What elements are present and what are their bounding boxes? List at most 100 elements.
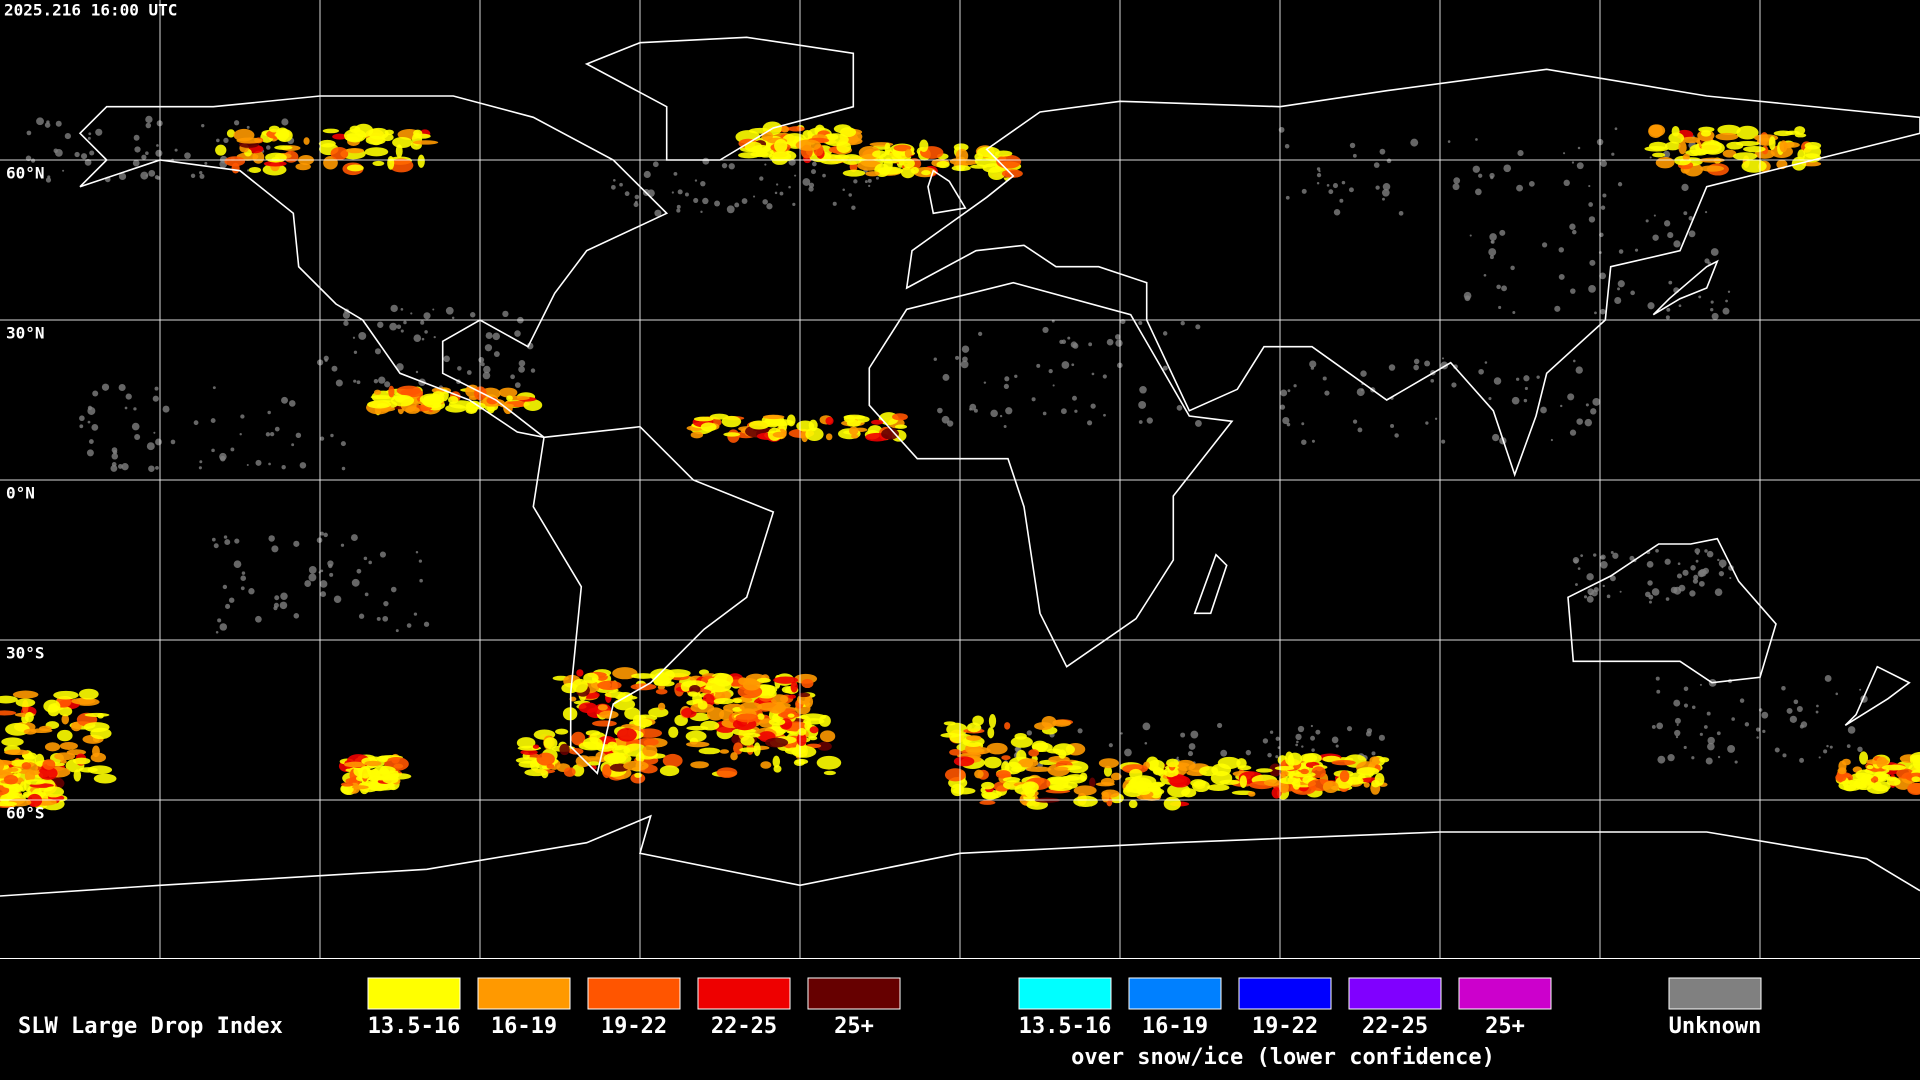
cloud-drop-index (1698, 126, 1715, 133)
coastline (1193, 553, 1228, 615)
cloud-unknown (125, 393, 132, 400)
cloud-unknown (268, 462, 271, 466)
cloud-unknown (1510, 265, 1515, 271)
cloud-drop-index (984, 756, 1002, 769)
cloud-drop-index (842, 169, 866, 177)
cloud-unknown (1498, 305, 1502, 309)
cloud-unknown (377, 321, 384, 328)
cloud-unknown (154, 386, 159, 391)
cloud-drop-index (757, 713, 765, 720)
cloud-unknown (1523, 398, 1528, 403)
cloud-drop-index (1736, 125, 1759, 140)
cloud-unknown (154, 175, 159, 180)
cloud-unknown (652, 161, 659, 168)
cloud-unknown (1031, 397, 1036, 402)
cloud-unknown (1280, 389, 1288, 397)
cloud-unknown (1673, 240, 1681, 248)
cloud-unknown (121, 463, 129, 471)
cloud-unknown (864, 180, 868, 183)
cloud-drop-index (770, 694, 789, 705)
cloud-unknown (1115, 339, 1123, 347)
cloud-unknown (1318, 170, 1321, 173)
cloud-unknown (853, 179, 858, 184)
cloud-unknown (274, 595, 280, 601)
cloud-unknown (36, 117, 44, 126)
latitude-label: 60°S (6, 804, 45, 823)
cloud-drop-index (772, 150, 797, 162)
cloud-drop-index (841, 154, 862, 165)
cloud-unknown (1371, 751, 1376, 756)
cloud-unknown (1026, 730, 1032, 736)
cloud-unknown (133, 134, 140, 141)
cloud-unknown (199, 460, 203, 464)
cloud-unknown (319, 531, 324, 536)
cloud-unknown (1335, 744, 1339, 748)
cloud-unknown (1003, 425, 1007, 428)
cloud-unknown (281, 118, 289, 126)
cloud-unknown (201, 123, 205, 128)
cloud-unknown (1697, 569, 1705, 578)
cloud-drop-index (944, 768, 966, 782)
cloud-drop-index (486, 396, 499, 405)
cloud-drop-index (921, 170, 931, 176)
cloud-drop-index (1870, 776, 1879, 783)
cloud-unknown (156, 144, 159, 147)
cloud-unknown (1610, 575, 1616, 582)
cloud-drop-index (215, 144, 227, 156)
cloud-drop-index (559, 743, 570, 756)
cloud-drop-index (840, 127, 857, 138)
cloud-unknown (1475, 138, 1478, 141)
cloud-drop-index (1199, 766, 1219, 777)
cloud-drop-index (800, 713, 827, 721)
cloud-drop-index (825, 433, 833, 441)
cloud-drop-index (248, 167, 262, 174)
cloud-drop-index (598, 710, 619, 719)
cloud-drop-index (1655, 157, 1675, 169)
cloud-drop-index (953, 756, 975, 767)
cloud-drop-index (790, 681, 798, 693)
cloud-unknown (1162, 365, 1168, 371)
cloud-unknown (1572, 557, 1580, 564)
cloud-unknown (1285, 195, 1290, 200)
cloud-drop-index (1054, 766, 1069, 771)
cloud-drop-index (322, 128, 340, 134)
cloud-unknown (241, 571, 246, 575)
cloud-drop-index (1907, 782, 1920, 796)
cloud-drop-index (364, 147, 389, 157)
cloud-drop-index (1279, 777, 1299, 785)
cloud-unknown (1558, 247, 1564, 253)
cloud-unknown (204, 161, 208, 165)
cloud-unknown (1142, 722, 1151, 731)
cloud-drop-index (881, 428, 899, 440)
cloud-drop-index (578, 702, 598, 714)
cloud-drop-index (381, 755, 388, 763)
cloud-drop-index (1167, 783, 1191, 798)
legend-label: Unknown (1669, 1014, 1762, 1039)
legend-label: 16-19 (491, 1014, 557, 1039)
coastline (1652, 259, 1719, 316)
cloud-drop-index (231, 162, 240, 174)
cloud-unknown (1475, 188, 1482, 196)
cloud-unknown (1176, 756, 1179, 759)
cloud-drop-index (903, 158, 915, 169)
cloud-unknown (1488, 248, 1497, 256)
cloud-unknown (131, 422, 140, 431)
cloud-unknown (1014, 374, 1018, 378)
cloud-drop-index (344, 761, 367, 768)
cloud-unknown (1699, 732, 1703, 736)
cloud-drop-index (892, 413, 908, 421)
cloud-unknown (451, 316, 455, 320)
cloud-drop-index (986, 742, 1008, 755)
cloud-drop-index (602, 764, 612, 779)
cloud-unknown (240, 586, 245, 591)
cloud-drop-index (1110, 772, 1122, 781)
cloud-drop-index (795, 139, 822, 151)
cloud-drop-index (988, 714, 997, 728)
cloud-unknown (842, 188, 845, 192)
cloud-unknown (363, 556, 368, 561)
cloud-unknown (1575, 366, 1583, 374)
cloud-unknown (1706, 711, 1711, 716)
cloud-unknown (1088, 342, 1093, 347)
cloud-unknown (110, 464, 118, 472)
cloud-unknown (1138, 400, 1147, 409)
